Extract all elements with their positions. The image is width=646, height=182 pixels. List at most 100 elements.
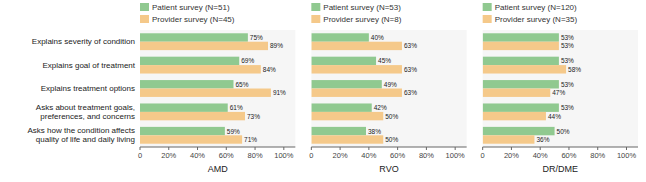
bar	[483, 135, 535, 143]
axis-title: RVO	[379, 164, 398, 174]
legend-swatch	[140, 15, 149, 23]
tick-label: 80%	[590, 151, 605, 160]
axis-title: AMD	[208, 164, 229, 174]
panel: Patient survey (N=53) Provider survey (N=…	[309, 3, 466, 175]
legend-label: Provider survey (N=8)	[323, 15, 401, 24]
data-label: 53%	[561, 81, 574, 88]
data-label: 84%	[263, 66, 276, 73]
axis-title: DR/DME	[543, 164, 579, 174]
category-label-line: Explains treatment options	[41, 84, 135, 93]
tick-mark	[283, 147, 284, 150]
panel: Patient survey (N=51) Provider survey (N=…	[28, 3, 296, 175]
bar	[311, 57, 376, 65]
legend-label: Patient survey (N=120)	[495, 3, 577, 12]
tick-label: 20%	[161, 151, 176, 160]
legend-swatch	[311, 15, 320, 23]
bar	[140, 65, 261, 73]
tick-label: 60%	[390, 151, 405, 160]
bar	[140, 127, 225, 135]
bar	[140, 42, 268, 50]
data-label: 89%	[270, 42, 283, 49]
x-axis: 020%40%60%80%100%RVO	[309, 147, 466, 174]
data-labels: 40%63%45%63%49%63%42%50%38%50%	[368, 34, 417, 143]
category-label-line: quality of life and daily living	[36, 135, 135, 144]
data-label: 71%	[244, 136, 257, 143]
tick-label: 80%	[248, 151, 263, 160]
category-label-line: Asks how the condition affects	[28, 126, 135, 135]
tick-label: 80%	[419, 151, 434, 160]
data-label: 75%	[250, 34, 263, 41]
tick-label: 0	[309, 151, 313, 160]
bars	[483, 33, 566, 143]
bar	[483, 57, 559, 65]
bar	[483, 127, 555, 135]
tick-label: 0	[138, 151, 142, 160]
tick-mark	[311, 147, 312, 150]
category-label-line: Explains severity of condition	[32, 37, 135, 46]
bar	[483, 103, 559, 111]
data-label: 59%	[227, 128, 240, 135]
data-label: 63%	[404, 42, 417, 49]
legend-label: Patient survey (N=53)	[323, 3, 401, 12]
category-label-line: Asks about treatment goals,	[36, 103, 135, 112]
legend-label: Provider survey (N=45)	[152, 15, 235, 24]
data-label: 49%	[384, 81, 397, 88]
x-axis: 020%40%60%80%100%DR/DME	[481, 147, 638, 174]
data-label: 40%	[371, 34, 384, 41]
data-label: 44%	[548, 113, 561, 120]
bar	[483, 33, 559, 41]
bar	[483, 42, 559, 50]
tick-mark	[340, 147, 341, 150]
bar	[311, 112, 383, 120]
axis-line	[311, 147, 466, 148]
category-label: Explains treatment options	[41, 84, 135, 93]
data-label: 45%	[378, 57, 391, 64]
bar	[140, 103, 228, 111]
bar	[311, 80, 381, 88]
data-label: 42%	[374, 104, 387, 111]
bar	[140, 112, 245, 120]
category-label: Asks how the condition affectsquality of…	[28, 126, 135, 144]
data-label: 73%	[247, 113, 260, 120]
bar	[311, 65, 402, 73]
data-label: 50%	[385, 136, 398, 143]
category-label-line: Explains goal of treatment	[43, 61, 136, 70]
tick-mark	[597, 147, 598, 150]
tick-label: 40%	[361, 151, 376, 160]
category-label-line: preferences, and concerns	[40, 112, 135, 121]
bar	[140, 80, 233, 88]
axis-line	[140, 147, 295, 148]
bars	[140, 33, 271, 143]
data-label: 53%	[561, 57, 574, 64]
tick-mark	[482, 147, 483, 150]
tick-mark	[568, 147, 569, 150]
tick-label: 100%	[274, 151, 294, 160]
data-label: 58%	[568, 66, 581, 73]
data-label: 50%	[557, 128, 570, 135]
plot-background	[311, 30, 466, 147]
tick-mark	[368, 147, 369, 150]
tick-mark	[540, 147, 541, 150]
bar	[483, 80, 559, 88]
legend-swatch	[483, 3, 492, 11]
data-label: 61%	[230, 104, 243, 111]
bar	[140, 135, 242, 143]
tick-mark	[511, 147, 512, 150]
tick-mark	[626, 147, 627, 150]
data-label: 36%	[536, 136, 549, 143]
legend: Patient survey (N=120)Provider survey (N…	[483, 3, 578, 24]
bar	[311, 42, 402, 50]
panel: Patient survey (N=120)Provider survey (N…	[481, 3, 638, 175]
data-label: 47%	[552, 89, 565, 96]
legend-swatch	[140, 3, 149, 11]
tick-mark	[168, 147, 169, 150]
legend-label: Patient survey (N=51)	[152, 3, 230, 12]
bar	[483, 89, 551, 97]
tick-mark	[255, 147, 256, 150]
plot-background	[140, 30, 295, 147]
bar	[140, 89, 271, 97]
tick-label: 60%	[219, 151, 234, 160]
bar	[140, 33, 248, 41]
data-labels: 75%89%69%84%65%91%61%73%59%71%	[227, 34, 286, 143]
data-label: 38%	[368, 128, 381, 135]
